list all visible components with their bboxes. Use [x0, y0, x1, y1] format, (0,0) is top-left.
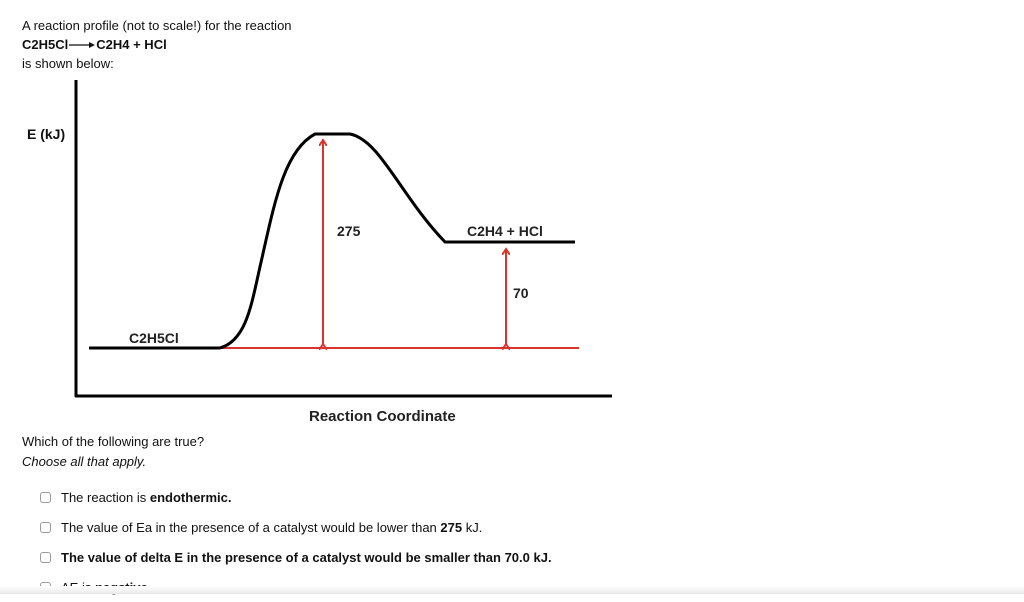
reactant-label: C2H5Cl: [129, 330, 179, 346]
reaction-equation: C2H5Cl C2H4 + HCl: [22, 35, 292, 54]
answer-options: The reaction is endothermic. The value o…: [40, 482, 552, 602]
option-3[interactable]: The value of delta E in the presence of …: [40, 542, 552, 572]
option-2[interactable]: The value of Ea in the presence of a cat…: [40, 512, 552, 542]
option-3-label: The value of delta E in the presence of …: [61, 549, 552, 565]
bottom-fade: [0, 586, 1024, 594]
option-1[interactable]: The reaction is endothermic.: [40, 482, 552, 512]
option-3-checkbox[interactable]: [40, 551, 51, 563]
question-prompt: Which of the following are true?: [22, 434, 205, 449]
option-1-label: The reaction is endothermic.: [61, 489, 232, 505]
energy-curve: [219, 132, 575, 350]
question-block: Which of the following are true? Choose …: [22, 432, 204, 472]
y-axis-label: E (kJ): [27, 126, 65, 142]
delta-e-value: 70: [513, 285, 529, 301]
question-hint: Choose all that apply.: [22, 454, 147, 469]
option-1-checkbox[interactable]: [40, 491, 51, 503]
product-label: C2H4 + HCl: [467, 223, 543, 239]
intro-line-1: A reaction profile (not to scale!) for t…: [22, 18, 292, 33]
intro-line-3: is shown below:: [22, 56, 114, 71]
reaction-arrow-icon: [69, 41, 96, 48]
activation-energy-value: 275: [337, 223, 361, 239]
x-axis-label: Reaction Coordinate: [309, 408, 456, 425]
reactant-formula: C2H5Cl: [22, 37, 69, 52]
option-2-label: The value of Ea in the presence of a cat…: [61, 519, 483, 535]
products-formula: C2H4 + HCl: [96, 37, 167, 52]
intro-text: A reaction profile (not to scale!) for t…: [22, 16, 292, 73]
option-2-checkbox[interactable]: [40, 521, 51, 533]
